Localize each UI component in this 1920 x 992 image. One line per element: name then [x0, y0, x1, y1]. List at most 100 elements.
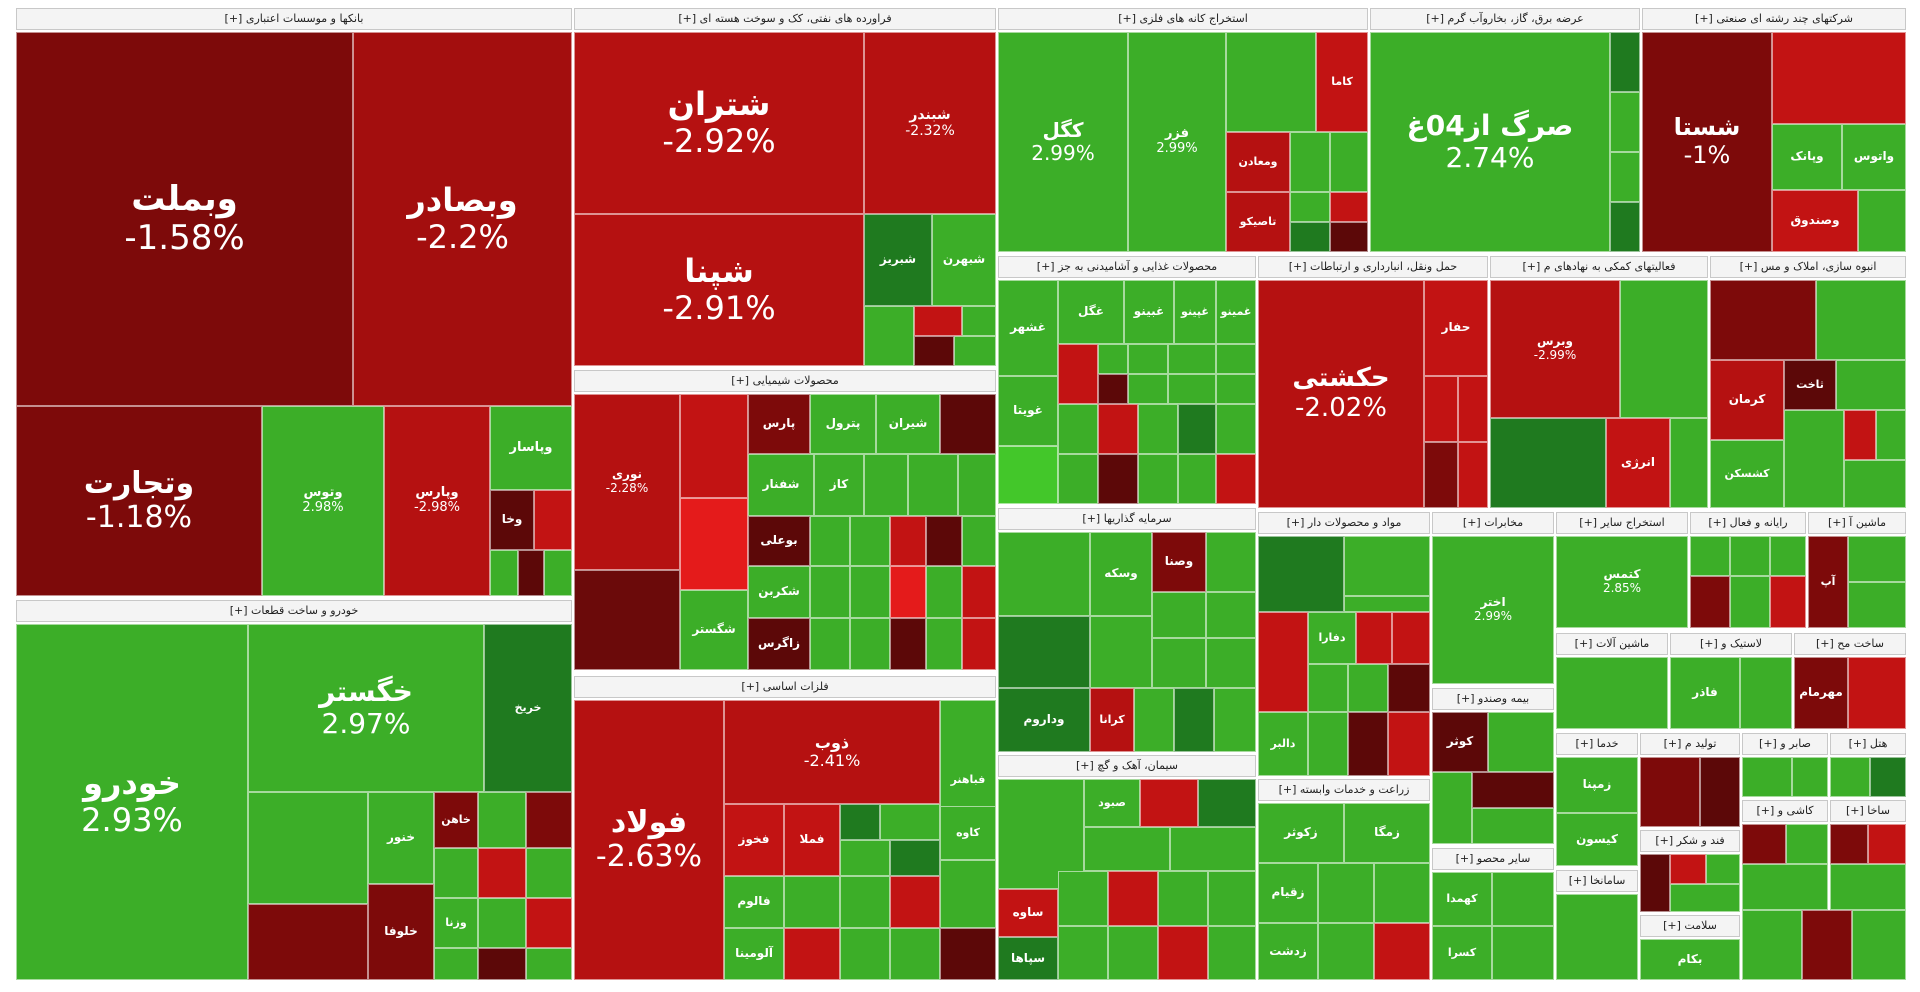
stock-tile-small[interactable]: [1830, 864, 1906, 910]
stock-tile-small[interactable]: [680, 394, 748, 498]
stock-tile-small[interactable]: [1108, 926, 1158, 980]
stock-tile-small[interactable]: [1388, 664, 1430, 712]
stock-tile-small[interactable]: [1424, 442, 1458, 508]
stock-tile-shegostar[interactable]: شگستر: [680, 590, 748, 670]
stock-tile-small[interactable]: [1848, 657, 1906, 729]
stock-tile-small[interactable]: [998, 532, 1090, 616]
stock-tile-vbmellat[interactable]: وبملت -1.58%: [16, 32, 353, 406]
stock-tile-khahan[interactable]: خاهن: [434, 792, 478, 848]
stock-tile-small[interactable]: [1330, 132, 1368, 192]
stock-tile-small[interactable]: [1258, 612, 1308, 712]
stock-tile-small[interactable]: [1472, 772, 1554, 808]
stock-tile-small[interactable]: [1424, 376, 1458, 442]
stock-tile-small[interactable]: [1742, 757, 1792, 797]
stock-tile-small[interactable]: [1290, 222, 1330, 252]
stock-tile-small[interactable]: [1216, 374, 1256, 404]
stock-tile-small[interactable]: [544, 550, 572, 596]
stock-tile-haffar[interactable]: حفار: [1424, 280, 1488, 376]
stock-tile-small[interactable]: [1610, 152, 1640, 202]
stock-tile-small[interactable]: [958, 454, 996, 516]
stock-tile-small[interactable]: [864, 454, 908, 516]
stock-tile-small[interactable]: [1556, 657, 1668, 729]
stock-tile-small[interactable]: [784, 928, 840, 980]
stock-tile-small[interactable]: [1168, 374, 1216, 404]
sector-computer-header[interactable]: رایانه و فعال [+]: [1690, 512, 1806, 534]
stock-tile-zdasht[interactable]: زدشت: [1258, 923, 1318, 980]
sector-machinery-a-header[interactable]: ماشین آ [+]: [1808, 512, 1906, 534]
stock-tile-small[interactable]: [1208, 926, 1256, 980]
stock-tile-small[interactable]: [1134, 688, 1174, 752]
stock-tile-small[interactable]: [1610, 32, 1640, 92]
stock-tile-small[interactable]: [1214, 688, 1256, 752]
stock-tile-small[interactable]: [1868, 824, 1906, 864]
stock-tile-small[interactable]: [478, 792, 526, 848]
stock-tile-small[interactable]: [908, 454, 958, 516]
stock-tile-kegol[interactable]: کگل 2.99%: [998, 32, 1128, 252]
stock-tile-yekavir[interactable]: فاذر: [1670, 657, 1740, 729]
stock-tile-vatos[interactable]: واتوس: [1842, 124, 1906, 190]
sector-saber-header[interactable]: صابر و [+]: [1742, 733, 1828, 755]
stock-tile-small[interactable]: [1318, 863, 1374, 923]
stock-tile-small[interactable]: [890, 516, 926, 566]
sector-basic-metals-header[interactable]: فلزات اساسی [+]: [574, 676, 996, 698]
stock-tile-small[interactable]: [840, 840, 890, 876]
sector-construction-header[interactable]: انبوه سازی، املاک و مس [+]: [1710, 256, 1906, 278]
stock-tile-small[interactable]: [1876, 410, 1906, 460]
stock-tile-small[interactable]: [1216, 454, 1256, 504]
stock-tile-small[interactable]: [526, 948, 572, 980]
stock-tile-small[interactable]: [1098, 374, 1128, 404]
stock-tile-small[interactable]: [1308, 664, 1348, 712]
stock-tile-small[interactable]: [1392, 612, 1430, 664]
stock-tile-vbours[interactable]: وبرس -2.99%: [1490, 280, 1620, 418]
sector-telecom-header[interactable]: مخابرات [+]: [1432, 512, 1554, 534]
sector-metal-ores-header[interactable]: استخراج کانه های فلزی [+]: [998, 8, 1368, 30]
stock-tile-small[interactable]: [1740, 657, 1792, 729]
stock-tile-small[interactable]: [810, 566, 850, 618]
stock-tile-fazar[interactable]: مهرمام: [1794, 657, 1848, 729]
stock-tile-small[interactable]: [1098, 344, 1128, 374]
sector-pharma-header[interactable]: مواد و محصولات دار [+]: [1258, 512, 1430, 534]
stock-tile-small[interactable]: [248, 904, 368, 980]
stock-tile-small[interactable]: [1640, 757, 1700, 827]
stock-tile-small[interactable]: [1152, 592, 1206, 638]
stock-tile-small[interactable]: [1670, 854, 1706, 884]
stock-tile-small[interactable]: [526, 792, 572, 848]
stock-tile-small[interactable]: [850, 566, 890, 618]
stock-tile-small[interactable]: [962, 516, 996, 566]
stock-tile-petrol[interactable]: پترول: [810, 394, 876, 454]
stock-tile-alumina[interactable]: آلومینا: [724, 928, 784, 980]
stock-tile-small[interactable]: [1356, 612, 1392, 664]
stock-tile-small[interactable]: [1770, 576, 1806, 628]
stock-tile-ghgol[interactable]: غگل: [1058, 280, 1124, 344]
stock-tile-small[interactable]: [478, 898, 526, 948]
stock-tile-small[interactable]: [1318, 923, 1374, 980]
sector-production-header[interactable]: تولید م [+]: [1640, 733, 1740, 755]
stock-tile-khnour[interactable]: خنور: [368, 792, 434, 884]
stock-tile-small[interactable]: [890, 566, 926, 618]
sector-rubber-header[interactable]: لاستیک و [+]: [1670, 633, 1792, 655]
stock-tile-small[interactable]: [1432, 772, 1472, 844]
sector-fab-metal-header[interactable]: ساخت مح [+]: [1794, 633, 1906, 655]
stock-tile-small[interactable]: [940, 928, 996, 980]
stock-tile-ghbino[interactable]: غبینو: [1124, 280, 1174, 344]
stock-tile-small[interactable]: [890, 876, 940, 928]
stock-tile-small[interactable]: [926, 618, 962, 670]
stock-tile-small[interactable]: [1458, 442, 1488, 508]
stock-tile-small[interactable]: [1206, 638, 1256, 688]
stock-tile-khrikh[interactable]: خریخ: [484, 624, 572, 792]
stock-tile-fezar[interactable]: فزر 2.99%: [1128, 32, 1226, 252]
stock-tile-small[interactable]: [998, 616, 1090, 688]
stock-tile-hkeshti[interactable]: حکشتی -2.02%: [1258, 280, 1424, 508]
stock-tile-small[interactable]: [1158, 926, 1208, 980]
stock-tile-small[interactable]: [1786, 824, 1828, 864]
stock-tile-small[interactable]: [1670, 884, 1740, 912]
stock-tile-small[interactable]: [1344, 596, 1430, 612]
sector-sugar-header[interactable]: فند و شکر [+]: [1640, 830, 1740, 852]
stock-tile-kama[interactable]: کاما: [1316, 32, 1368, 132]
stock-tile-small[interactable]: [1216, 344, 1256, 374]
stock-tile-small[interactable]: [1058, 454, 1098, 504]
stock-tile-small[interactable]: [1168, 344, 1216, 374]
stock-tile-vsana[interactable]: وصنا: [1152, 532, 1206, 592]
stock-tile-small[interactable]: [998, 446, 1058, 504]
stock-tile-vsekeh[interactable]: وسکه: [1090, 532, 1152, 616]
